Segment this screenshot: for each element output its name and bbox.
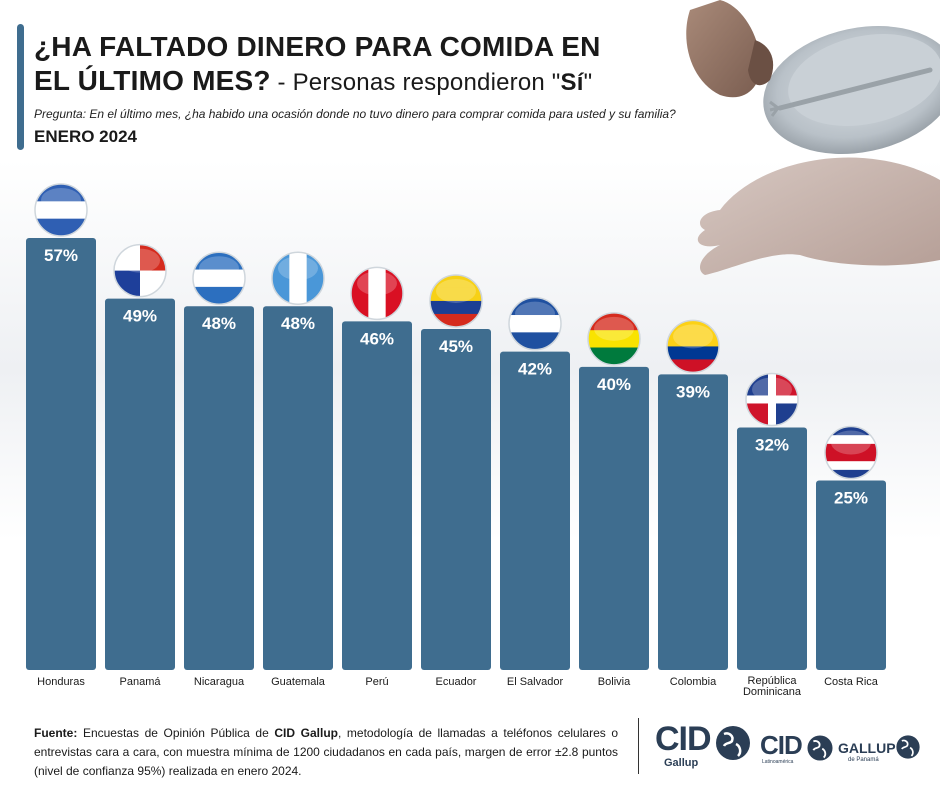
source-text-after: , metodología de llamadas a teléfonos ce… bbox=[34, 726, 619, 778]
value-label-6: 45% bbox=[439, 337, 473, 356]
category-label-7: El Salvador bbox=[507, 676, 564, 688]
category-label-11: Costa Rica bbox=[824, 676, 879, 688]
title-accent-bar bbox=[17, 24, 24, 150]
value-label-4: 48% bbox=[281, 314, 315, 333]
value-label-5: 46% bbox=[360, 329, 394, 348]
subtitle-prefix: - Personas respondieron " bbox=[270, 69, 561, 96]
bar-1 bbox=[26, 238, 96, 670]
cid-gallup-logo-sub: Gallup bbox=[664, 757, 699, 769]
flag-rim-9 bbox=[666, 319, 720, 374]
category-label-3: Nicaragua bbox=[194, 676, 245, 688]
category-label-10-line-2: Dominicana bbox=[743, 686, 802, 698]
gallup-panama-logo: GALLUP bbox=[838, 740, 896, 756]
category-label-6: Ecuador bbox=[436, 676, 477, 688]
bar-7 bbox=[500, 351, 570, 670]
bar-11 bbox=[816, 480, 886, 670]
footer-divider bbox=[638, 718, 639, 774]
category-label-8: Bolivia bbox=[598, 676, 631, 688]
value-label-3: 48% bbox=[202, 314, 236, 333]
survey-question: Pregunta: En el último mes, ¿ha habido u… bbox=[34, 107, 676, 121]
chart-title: ¿HA FALTADO DINERO PARA COMIDA EN EL ÚLT… bbox=[34, 30, 674, 100]
bar-9 bbox=[658, 374, 728, 670]
bar-2 bbox=[105, 298, 175, 670]
flag-rim-6 bbox=[429, 274, 483, 328]
value-label-7: 42% bbox=[518, 360, 552, 379]
subtitle-suffix: " bbox=[583, 69, 593, 96]
cid-latinoamerica-logo-sub: Latinoamérica bbox=[762, 759, 794, 765]
flag-rim-8 bbox=[587, 312, 641, 366]
peru-flag-icon bbox=[351, 267, 403, 320]
flag-rim-3 bbox=[192, 251, 246, 305]
category-label-4: Guatemala bbox=[271, 676, 326, 688]
value-label-2: 49% bbox=[123, 307, 157, 326]
value-label-11: 25% bbox=[834, 489, 868, 508]
flag-rim-10 bbox=[745, 372, 799, 427]
costa-rica-flag-icon bbox=[825, 426, 877, 479]
bar-4 bbox=[263, 306, 333, 670]
globe-icon-2 bbox=[807, 735, 833, 761]
category-label-2: Panamá bbox=[120, 676, 162, 688]
bar-6 bbox=[421, 328, 491, 670]
flag-rim-4 bbox=[271, 251, 325, 305]
bar-3 bbox=[184, 306, 254, 670]
category-label-1: Honduras bbox=[37, 676, 85, 688]
cid-gallup-logo: CID bbox=[655, 720, 712, 758]
survey-period: ENERO 2024 bbox=[34, 127, 137, 146]
category-label-5: Perú bbox=[365, 676, 388, 688]
title-line-1: ¿HA FALTADO DINERO PARA COMIDA EN bbox=[34, 31, 601, 62]
flag-rim-7 bbox=[508, 296, 562, 351]
flag-rim-5 bbox=[350, 266, 404, 321]
guatemala-flag-icon bbox=[272, 252, 324, 305]
bolivia-flag-icon bbox=[588, 312, 640, 365]
source-note: Fuente: Encuestas de Opinión Pública de … bbox=[34, 724, 618, 781]
cid-latinoamerica-logo: CID bbox=[760, 730, 803, 760]
subtitle-bold: Sí bbox=[560, 69, 584, 96]
hands-bowl-photo bbox=[686, 0, 940, 275]
bar-5 bbox=[342, 321, 412, 670]
source-org: CID Gallup bbox=[274, 726, 338, 740]
el-salvador-flag-icon bbox=[509, 297, 561, 350]
bar-8 bbox=[579, 366, 649, 670]
value-label-10: 32% bbox=[755, 435, 789, 454]
subtitle: - Personas respondieron "Sí" bbox=[271, 69, 593, 96]
globe-icon bbox=[716, 726, 750, 760]
source-text-before: Encuestas de Opinión Pública de bbox=[77, 726, 275, 740]
nicaragua-flag-icon bbox=[193, 252, 245, 305]
globe-icon-3 bbox=[896, 735, 920, 759]
source-label: Fuente: bbox=[34, 726, 78, 740]
flag-rim-11 bbox=[824, 425, 878, 480]
title-line-2: EL ÚLTIMO MES? - Personas respondieron "… bbox=[34, 64, 674, 100]
value-label-1: 57% bbox=[44, 246, 78, 265]
title-line-2-text: EL ÚLTIMO MES? bbox=[34, 65, 271, 96]
flag-rim-2 bbox=[113, 243, 167, 298]
bar-10 bbox=[737, 427, 807, 670]
value-label-9: 39% bbox=[676, 382, 710, 401]
category-label-10-line-1: República bbox=[748, 675, 798, 687]
flag-rim-1 bbox=[34, 183, 88, 237]
gallup-panama-logo-sub: de Panamá bbox=[848, 757, 879, 763]
honduras-flag-icon bbox=[35, 184, 87, 236]
category-label-9: Colombia bbox=[670, 676, 717, 688]
value-label-8: 40% bbox=[597, 375, 631, 394]
